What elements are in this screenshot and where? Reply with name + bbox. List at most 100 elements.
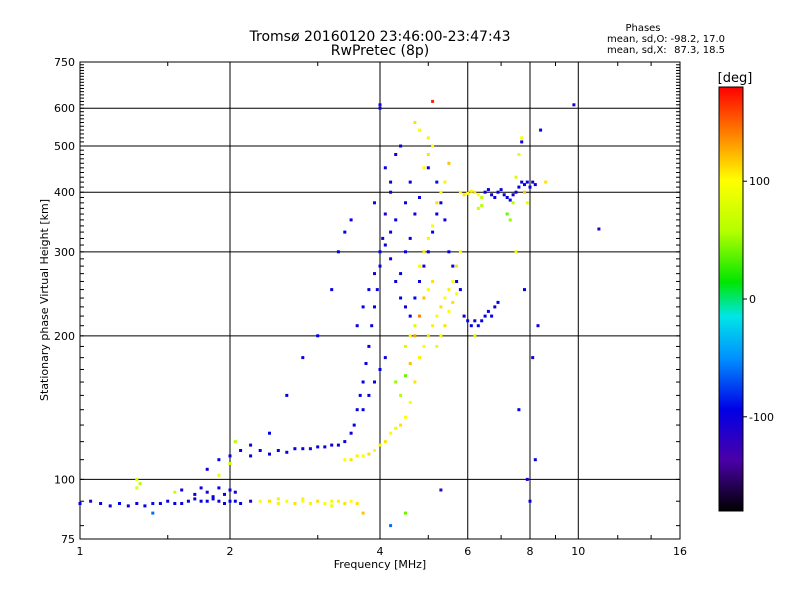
data-point <box>443 296 447 300</box>
data-point <box>205 467 209 471</box>
data-point <box>373 305 376 309</box>
data-point <box>301 497 305 501</box>
data-point <box>483 190 487 194</box>
data-point <box>422 296 426 300</box>
data-point <box>223 492 226 496</box>
data-point <box>508 218 512 222</box>
data-point <box>418 314 421 318</box>
y-tick-label: 500 <box>54 140 75 153</box>
data-point <box>193 492 197 496</box>
y-tick-label: 750 <box>54 56 75 69</box>
data-point <box>490 314 494 318</box>
data-point <box>199 499 203 503</box>
data-point <box>462 314 466 318</box>
data-point <box>439 305 443 309</box>
data-point <box>285 499 289 503</box>
data-point <box>435 344 439 348</box>
data-point <box>514 175 518 179</box>
data-point <box>330 288 334 292</box>
colorbar-tick-label: -100 <box>749 411 774 424</box>
data-point <box>217 473 221 477</box>
data-point <box>523 183 526 187</box>
stats-o-label: mean, sd,O: <box>607 34 668 45</box>
data-point <box>367 452 371 456</box>
colorbar-label: [deg] <box>718 71 753 86</box>
data-point <box>180 502 184 505</box>
data-point <box>431 144 435 148</box>
data-point <box>383 243 387 247</box>
data-point <box>466 319 470 323</box>
data-point <box>439 190 443 194</box>
data-point <box>447 288 451 292</box>
x-tick-label: 1 <box>77 545 84 558</box>
data-point <box>383 166 387 170</box>
x-tick-label: 4 <box>377 545 384 558</box>
data-point <box>505 212 509 216</box>
data-point <box>108 504 112 508</box>
data-point <box>480 319 484 323</box>
data-point <box>367 393 371 397</box>
data-point <box>336 250 340 254</box>
data-point <box>496 190 500 194</box>
data-point <box>413 121 417 124</box>
data-point <box>525 201 529 205</box>
data-point <box>186 499 190 503</box>
stats-heading: Phases <box>625 23 660 34</box>
data-point <box>496 300 500 304</box>
x-tick-labels: 1 2 4 6 8 10 16 <box>77 545 688 558</box>
data-point <box>426 250 430 254</box>
data-point <box>431 99 435 103</box>
data-point <box>469 189 473 193</box>
data-point <box>431 230 435 234</box>
stats-x-values: 87.3, 18.5 <box>674 45 725 56</box>
data-point <box>394 280 398 283</box>
data-point <box>211 495 215 499</box>
data-point <box>439 334 443 338</box>
data-point <box>268 499 271 503</box>
data-point <box>394 218 398 222</box>
data-point <box>597 227 601 231</box>
colorbar <box>718 86 744 512</box>
data-point <box>343 230 347 234</box>
data-point <box>520 140 524 144</box>
data-point <box>399 272 403 276</box>
data-point <box>151 502 155 505</box>
colorbar-tick-label: 100 <box>749 175 770 188</box>
data-point <box>78 502 82 505</box>
data-point <box>355 324 359 328</box>
data-point <box>205 490 209 494</box>
data-point <box>511 193 515 197</box>
data-point <box>455 264 459 268</box>
data-point <box>418 356 421 360</box>
colorbar-tick-label: 0 <box>749 293 756 306</box>
data-point <box>480 196 484 199</box>
data-point <box>373 272 376 276</box>
data-point <box>539 128 543 132</box>
data-point <box>138 482 142 486</box>
data-point <box>375 288 379 292</box>
data-point <box>99 502 103 505</box>
data-point <box>389 180 393 184</box>
data-point <box>447 309 451 313</box>
data-point <box>435 314 439 318</box>
y-tick-label: 75 <box>61 533 75 546</box>
data-point <box>276 497 280 501</box>
data-point <box>143 504 147 508</box>
y-tick-label: 300 <box>54 246 75 259</box>
data-point <box>361 408 365 412</box>
data-point <box>422 264 426 268</box>
data-point <box>193 497 197 501</box>
data-point <box>451 264 455 268</box>
data-point <box>439 488 443 492</box>
data-point <box>408 362 412 365</box>
data-point <box>228 462 232 465</box>
data-point <box>361 454 365 458</box>
chart-title: Tromsø 20160120 23:46:00-23:47:43 <box>249 29 511 45</box>
data-points <box>78 99 601 528</box>
data-point <box>404 511 407 515</box>
data-point <box>493 196 497 199</box>
data-point <box>173 502 177 505</box>
data-point <box>517 408 521 412</box>
data-point <box>343 458 347 462</box>
data-point <box>473 319 477 323</box>
